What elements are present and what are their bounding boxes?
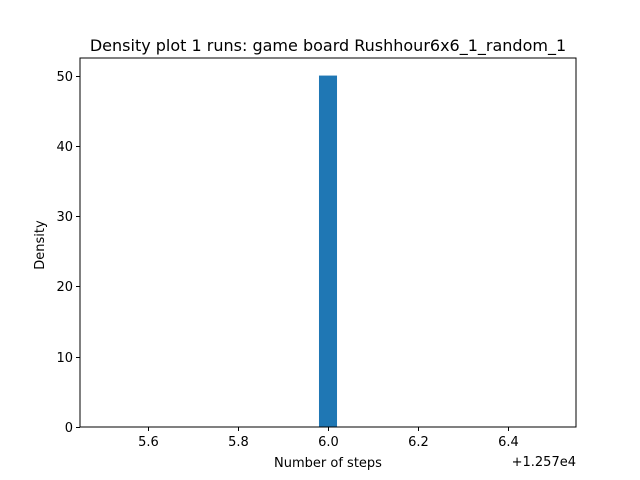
x-tick-label: 5.6	[138, 435, 159, 450]
y-axis: 0 10 20 30 40 50	[56, 70, 80, 436]
x-axis: 5.6 5.8 6.0 6.2 6.4	[138, 427, 519, 450]
x-tick-label: 6.2	[408, 435, 429, 450]
x-axis-offset-label: +1.257e4	[512, 455, 576, 470]
y-tick-label: 40	[56, 140, 73, 155]
x-tick-label: 6.4	[498, 435, 519, 450]
y-tick-label: 50	[56, 70, 73, 85]
x-axis-label: Number of steps	[274, 456, 382, 471]
chart-title: Density plot 1 runs: game board Rushhour…	[90, 36, 566, 56]
y-tick-label: 30	[56, 210, 73, 225]
y-axis-label: Density	[33, 220, 48, 270]
bar-0	[318, 75, 338, 428]
x-tick-label: 6.0	[318, 435, 339, 450]
y-tick-label: 20	[56, 280, 73, 295]
y-tick-label: 10	[56, 351, 73, 366]
y-tick-label: 0	[65, 421, 73, 436]
x-tick-label: 5.8	[228, 435, 249, 450]
